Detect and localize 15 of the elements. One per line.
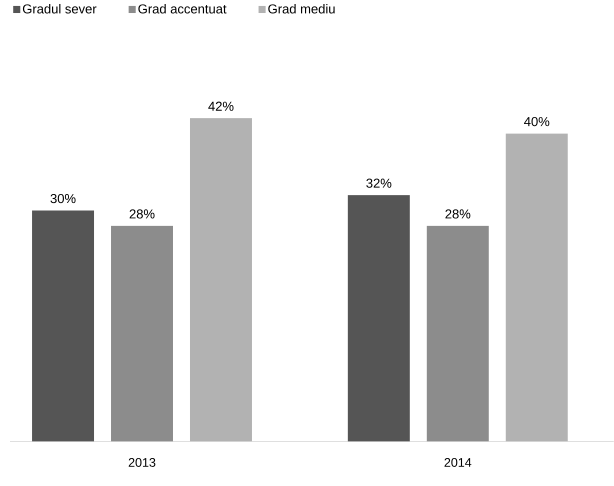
- bar: [32, 210, 94, 442]
- legend-label: Grad accentuat: [138, 4, 226, 14]
- legend-label: Grad mediu: [268, 4, 335, 14]
- data-label: 28%: [130, 209, 155, 218]
- bar: [426, 226, 489, 442]
- data-label: 32%: [366, 178, 392, 188]
- legend-label: Gradul sever: [22, 4, 96, 14]
- data-label: 28%: [445, 209, 470, 218]
- x-tick-label: 2013: [128, 458, 156, 467]
- x-tick-label: 2014: [444, 458, 472, 467]
- bar: [111, 226, 173, 442]
- data-label: 30%: [50, 194, 76, 203]
- bar: [348, 194, 410, 442]
- data-label: 42%: [208, 101, 234, 111]
- data-label: 40%: [524, 116, 550, 126]
